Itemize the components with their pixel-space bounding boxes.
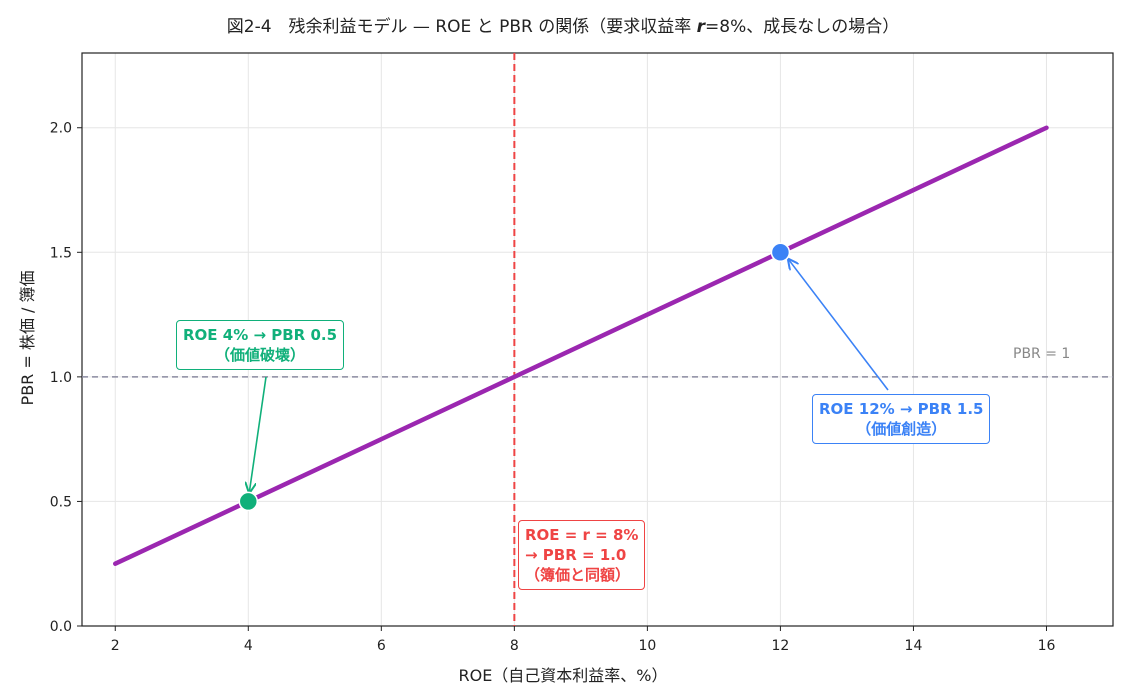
annotation-line: （価値破壊） xyxy=(215,346,306,364)
y-tick-label: 1.0 xyxy=(50,370,72,386)
y-tick-label: 2.0 xyxy=(50,121,72,137)
data-point xyxy=(770,242,791,263)
y-axis-label: PBR = 株価 / 簿価 xyxy=(18,270,37,406)
chart-title: 図2-4 残余利益モデル — ROE と PBR の関係（要求収益率 r=8%、… xyxy=(226,17,900,37)
annotation-arrow-green xyxy=(249,376,267,492)
plot-frame xyxy=(81,52,1114,627)
annotation-value-creation: ROE 12% → PBR 1.5 （価値創造） xyxy=(812,394,991,444)
annotation-line: → PBR = 1.0 xyxy=(525,546,627,564)
annotation-line: （簿価と同額） xyxy=(525,566,631,584)
x-tick-label: 14 xyxy=(905,638,923,654)
data-point xyxy=(238,491,259,512)
x-tick-label: 12 xyxy=(772,638,790,654)
x-tick-label: 2 xyxy=(111,638,120,654)
y-tick-label: 1.5 xyxy=(50,245,72,261)
annotation-value-destruction: ROE 4% → PBR 0.5 （価値破壊） xyxy=(176,320,345,370)
pbr-one-label: PBR = 1 xyxy=(1013,346,1071,362)
y-tick-label: 0.5 xyxy=(50,494,72,510)
annotation-arrow-blue xyxy=(788,259,889,391)
y-tick-label: 0.0 xyxy=(50,619,72,635)
annotation-line: ROE = r = 8% xyxy=(525,526,639,544)
series-line xyxy=(113,125,1049,566)
x-tick-label: 16 xyxy=(1038,638,1056,654)
annotation-line: ROE 12% → PBR 1.5 xyxy=(819,400,984,418)
x-tick-label: 4 xyxy=(244,638,253,654)
x-axis-label: ROE（自己資本利益率、%） xyxy=(458,666,668,685)
x-tick-label: 8 xyxy=(510,638,519,654)
annotation-roe-equals-r: ROE = r = 8% → PBR = 1.0 （簿価と同額） xyxy=(518,520,646,590)
annotation-line: ROE 4% → PBR 0.5 xyxy=(183,326,338,344)
annotation-line: （価値創造） xyxy=(856,420,947,438)
x-tick-label: 6 xyxy=(377,638,386,654)
x-tick-label: 10 xyxy=(638,638,656,654)
